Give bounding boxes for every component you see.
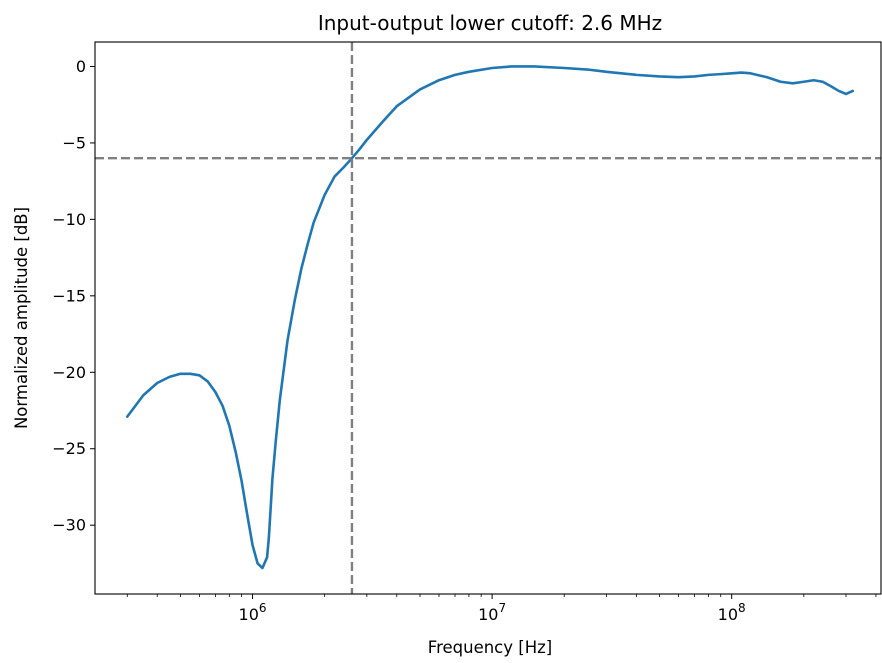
series-layer xyxy=(125,65,855,570)
x-tick-label: 107 xyxy=(478,601,506,624)
plot-area xyxy=(95,42,881,594)
plot-frame xyxy=(94,41,882,595)
y-tick-label: −5 xyxy=(62,133,86,152)
y-axis-label: Normalized amplitude [dB] xyxy=(12,207,31,429)
y-tick-label: −30 xyxy=(52,516,86,535)
chart-title: Input-output lower cutoff: 2.6 MHz xyxy=(318,11,662,35)
x-axis-label: Frequency [Hz] xyxy=(428,638,552,657)
y-tick-label: −25 xyxy=(52,439,86,458)
y-tick-label: −20 xyxy=(52,363,86,382)
reference-lines xyxy=(95,42,881,594)
y-axis-ticks: 0 −5 −10 −15 −20 −25 −30 xyxy=(52,57,95,535)
y-tick-label: 0 xyxy=(76,57,86,76)
x-tick-label: 108 xyxy=(718,601,746,624)
x-tick-label: 106 xyxy=(239,601,267,624)
x-axis-ticks: 106 107 108 xyxy=(126,594,877,624)
y-tick-label: −10 xyxy=(52,210,86,229)
y-tick-label: −15 xyxy=(52,286,86,305)
series-line-0 xyxy=(125,65,855,570)
